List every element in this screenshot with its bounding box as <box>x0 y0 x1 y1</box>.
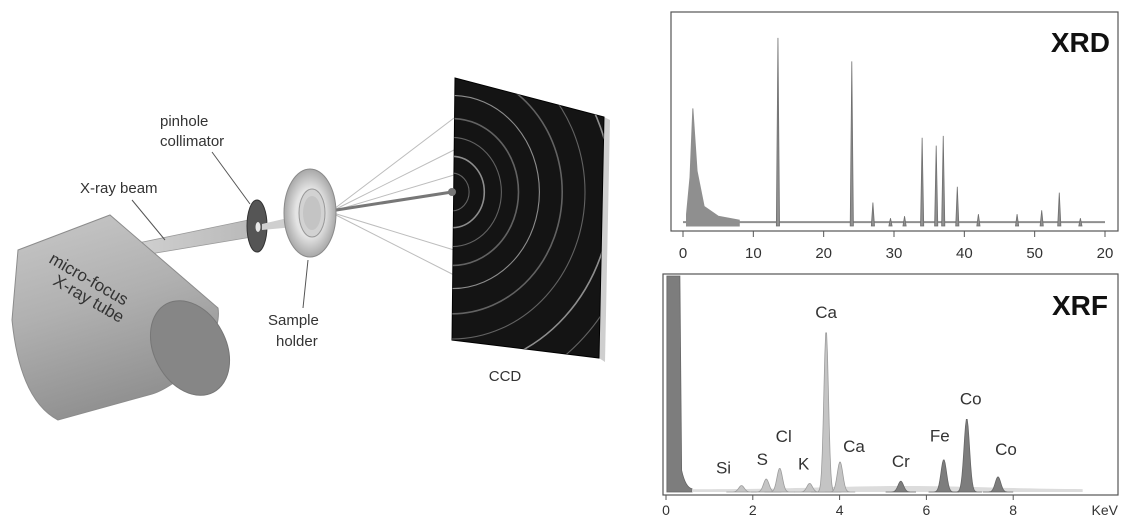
xrd-peak <box>976 214 981 227</box>
ccd-diffraction-ring <box>452 172 470 212</box>
xrd-tick-label: 50 <box>1026 245 1043 262</box>
diffracted-rays <box>329 117 455 276</box>
xrf-peak-label-ca: Ca <box>815 303 837 322</box>
xrd-pattern <box>683 37 1105 227</box>
xrd-peak <box>934 145 939 227</box>
xrd-peak <box>775 37 780 227</box>
xrd-chart: 0 10 20 30 40 50 20 XRD <box>670 11 1119 262</box>
holder-leader <box>302 259 309 309</box>
xrd-peak <box>1015 214 1020 227</box>
xrf-x-axis-label: KeV <box>1092 502 1119 518</box>
xrf-peak-label-cl: Cl <box>776 427 792 446</box>
xrf-continuum <box>692 485 1083 492</box>
xrf-tick-label: 4 <box>836 502 844 518</box>
xrd-x-axis: 0 10 20 30 40 50 20 <box>679 231 1114 262</box>
xrf-plot-frame <box>662 273 1119 496</box>
xrd-peak <box>902 216 907 227</box>
xrd-peak <box>1057 192 1062 227</box>
xrf-peak-label-co: Co <box>995 440 1017 459</box>
xrd-peak <box>888 218 893 227</box>
xrd-plot-frame <box>670 11 1119 232</box>
xrd-peak <box>1039 210 1044 227</box>
x-ray-tube-end-face <box>149 300 231 396</box>
ccd-diffraction-ring <box>452 117 520 267</box>
xrf-peak <box>764 468 795 493</box>
xrd-peak <box>1078 218 1083 227</box>
xrd-tick-label: 20 <box>1097 245 1114 262</box>
xrd-title: XRD <box>1051 27 1110 58</box>
xrd-peak <box>849 61 854 227</box>
holder-label-line2: holder <box>276 333 318 350</box>
xrf-peak-label-co: Co <box>960 390 982 409</box>
ccd-beam-spot <box>448 188 456 196</box>
xrd-peak <box>955 186 960 227</box>
detector-label: CCD <box>489 368 522 385</box>
xrd-peak <box>941 135 946 227</box>
xrd-tick-label: 10 <box>745 245 762 262</box>
xrd-tick-label: 30 <box>886 245 903 262</box>
xrf-peak <box>885 480 916 493</box>
collimator-label-line1: pinhole <box>160 113 208 130</box>
xrf-chart: Si S Cl K Ca Ca Cr Fe Co Co 0 2 4 6 8 KeV XRF <box>662 273 1119 518</box>
ccd-diffraction-ring <box>452 78 563 315</box>
beam-leader <box>131 199 166 241</box>
xrf-tick-label: 2 <box>749 502 757 518</box>
xrd-peak <box>920 137 925 227</box>
xrf-peak <box>951 419 982 493</box>
collimator-leader <box>211 151 251 205</box>
xrd-tick-label: 40 <box>956 245 973 262</box>
xrd-peak <box>870 202 875 227</box>
ccd-diffraction-ring <box>452 78 586 340</box>
collimator-label-line2: collimator <box>160 133 224 150</box>
xrf-peak-label-k: K <box>798 454 810 473</box>
xrf-tick-label: 0 <box>662 502 670 518</box>
setup-diagram: micro-focus X-ray tube pinhole collimato… <box>11 77 610 421</box>
holder-label-line1: Sample <box>268 312 319 329</box>
xrf-peak <box>982 476 1014 493</box>
xrf-spectrum <box>666 275 1083 493</box>
xrf-tick-label: 8 <box>1009 502 1017 518</box>
xrf-zero-peak <box>666 275 693 493</box>
sample-holder <box>283 168 337 258</box>
xrf-x-axis: 0 2 4 6 8 KeV <box>662 495 1119 518</box>
xrf-peak-label-s: S <box>757 450 768 469</box>
xrf-tick-label: 6 <box>923 502 931 518</box>
xrf-peak-label-si: Si <box>716 459 731 478</box>
xrf-peak-labels: Si S Cl K Ca Ca Cr Fe Co Co <box>716 303 1017 478</box>
beam-label: X-ray beam <box>80 180 158 197</box>
xrd-tick-label: 20 <box>815 245 832 262</box>
direct-beam <box>329 190 453 213</box>
xrf-peak-label-ca: Ca <box>843 437 865 456</box>
x-ray-tube: micro-focus X-ray tube <box>11 214 231 421</box>
xrf-peak-label-fe: Fe <box>930 427 950 446</box>
xrf-peak-label-cr: Cr <box>892 452 910 471</box>
xrd-tick-label: 0 <box>679 245 687 262</box>
xrf-peak <box>824 461 856 493</box>
xrf-title: XRF <box>1052 290 1108 321</box>
